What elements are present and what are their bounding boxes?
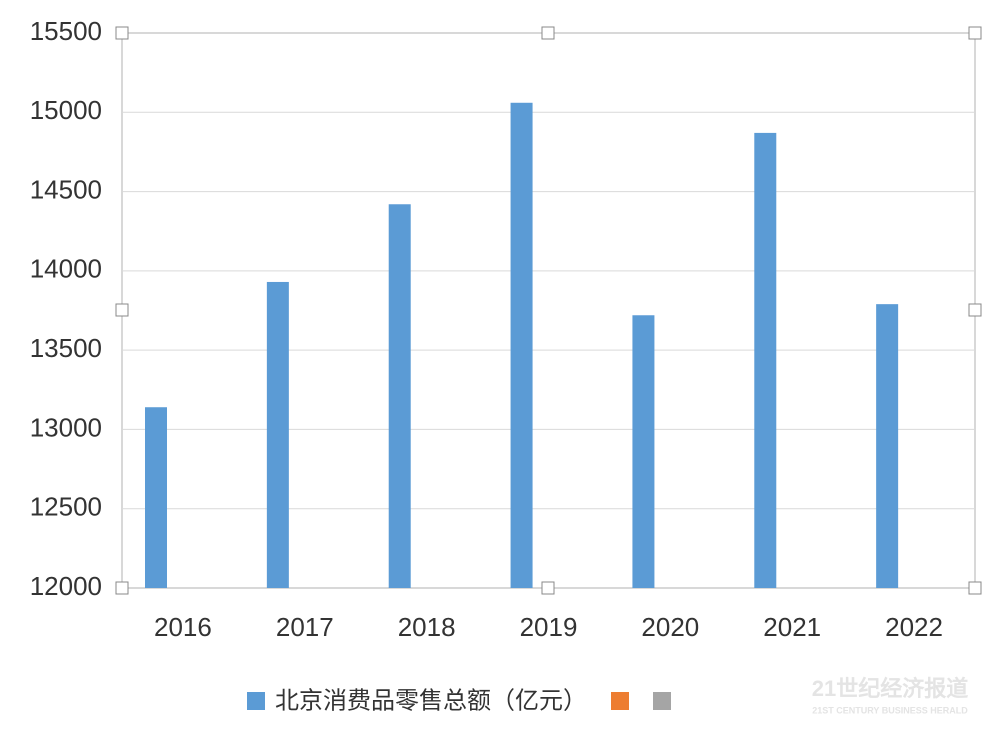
bar (754, 132, 777, 588)
x-tick-label: 2022 (885, 612, 943, 642)
x-tick-label: 2017 (276, 612, 334, 642)
y-tick-label: 15000 (30, 95, 102, 125)
y-tick-label: 14500 (30, 174, 102, 204)
watermark-subtitle: 21ST CENTURY BUSINESS HERALD (812, 705, 968, 715)
y-tick-label: 13000 (30, 412, 102, 442)
legend-swatch (611, 692, 629, 710)
legend-label: 北京消费品零售总额（亿元） (275, 687, 587, 714)
bar (266, 281, 289, 588)
watermark-title: 21世纪经济报道 (812, 676, 968, 701)
selection-handles (115, 26, 982, 595)
y-tick-label: 14000 (30, 254, 102, 284)
bar (388, 204, 411, 588)
y-tick-label: 15500 (30, 16, 102, 46)
y-tick-label: 12500 (30, 492, 102, 522)
x-tick-label: 2021 (763, 612, 821, 642)
plot-frame (121, 32, 976, 589)
bar (876, 304, 899, 588)
legend-swatch (653, 692, 671, 710)
legend-swatch (247, 692, 265, 710)
x-tick-label: 2016 (154, 612, 212, 642)
x-tick-label: 2018 (398, 612, 456, 642)
y-tick-label: 13500 (30, 333, 102, 363)
bar (632, 315, 655, 588)
x-tick-label: 2020 (641, 612, 699, 642)
bar (145, 407, 167, 588)
x-tick-label: 2019 (520, 612, 578, 642)
bar (510, 102, 533, 589)
y-tick-label: 12000 (30, 571, 102, 601)
